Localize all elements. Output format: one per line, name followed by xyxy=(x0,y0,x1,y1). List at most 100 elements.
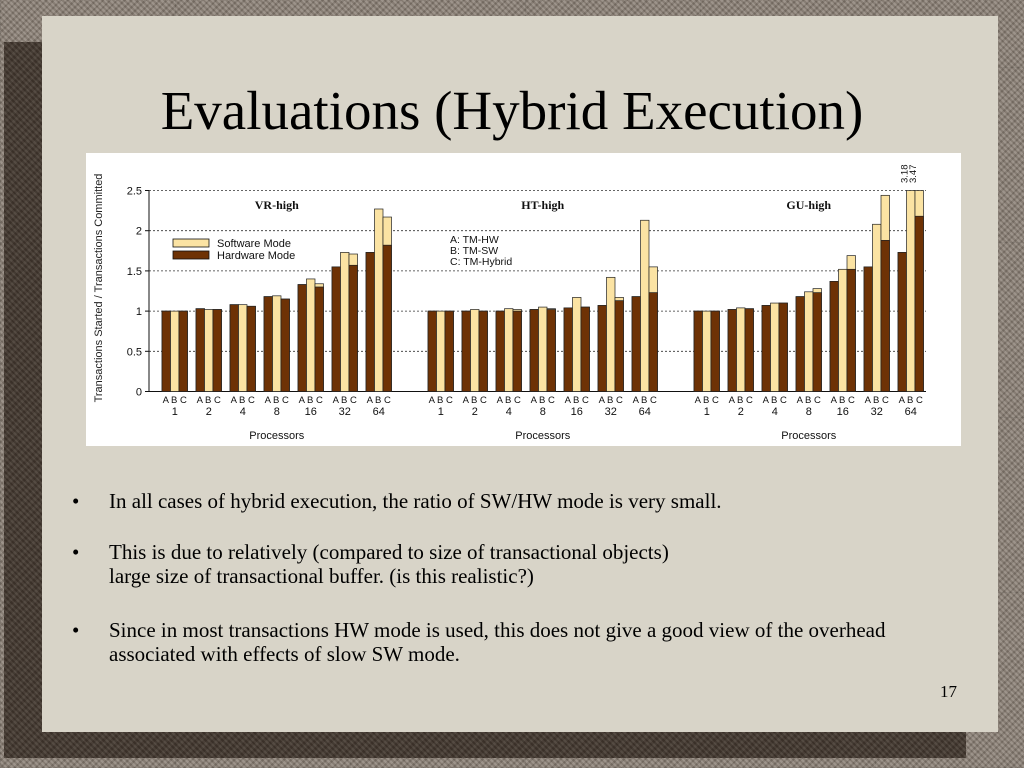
y-tick-label: 1.5 xyxy=(127,266,142,278)
x-tick-label: 8 xyxy=(274,406,280,418)
bar-hardware-mode xyxy=(529,309,539,392)
bar-software-mode xyxy=(606,276,616,392)
bar-hardware-mode xyxy=(331,266,341,392)
bar-hardware-mode xyxy=(314,286,324,392)
bar-software-mode xyxy=(306,278,316,392)
bar-config-labels: A B C xyxy=(429,395,453,406)
bar-config-labels: A B C xyxy=(865,395,889,406)
page-number: 17 xyxy=(940,682,957,701)
bar-hardware-mode xyxy=(914,215,924,392)
bar-hardware-mode xyxy=(246,305,256,392)
bar-config-labels: A B C xyxy=(531,395,555,406)
bar-hardware-mode xyxy=(727,309,737,392)
config-legend: A: TM-HW B: TM-SW C: TM-Hybrid xyxy=(450,234,512,268)
y-tick-label: 2 xyxy=(136,226,142,238)
bar-hardware-mode xyxy=(427,310,437,392)
bar-config-labels: A B C xyxy=(463,395,487,406)
config-legend-c: C: TM-Hybrid xyxy=(450,256,512,268)
bar-hardware-mode xyxy=(631,296,641,392)
x-tick-label: 64 xyxy=(639,406,651,418)
bar-hardware-mode xyxy=(812,292,822,392)
bar-hardware-mode xyxy=(648,292,658,392)
bullet-item: In all cases of hybrid execution, the ra… xyxy=(72,489,972,513)
bar-hardware-mode xyxy=(778,302,788,392)
y-tick-label: 1 xyxy=(136,306,142,318)
x-tick-label: 32 xyxy=(605,406,617,418)
y-tick-label: 2.5 xyxy=(127,186,142,198)
bar-config-labels: A B C xyxy=(695,395,719,406)
bar-hardware-mode xyxy=(229,304,239,392)
bar-software-mode xyxy=(736,307,746,392)
legend-swatch-software xyxy=(172,238,210,248)
bar-software-mode xyxy=(272,295,282,392)
x-tick-label: 4 xyxy=(240,406,246,418)
x-tick-label: 64 xyxy=(905,406,917,418)
bar-hardware-mode xyxy=(693,310,703,392)
bar-hardware-mode xyxy=(461,310,471,392)
bar-hardware-mode xyxy=(795,296,805,392)
bar-hardware-mode xyxy=(195,308,205,392)
bar-hardware-mode xyxy=(744,308,754,392)
x-tick-label: 8 xyxy=(540,406,546,418)
bullet-item: This is due to relatively (compared to s… xyxy=(72,540,972,588)
bar-config-labels: A B C xyxy=(333,395,357,406)
bar-hardware-mode xyxy=(563,307,573,392)
bar-config-labels: A B C xyxy=(163,395,187,406)
legend-label-hardware: Hardware Mode xyxy=(217,250,295,262)
bar-software-mode xyxy=(804,291,814,392)
bar-software-mode xyxy=(702,310,712,392)
x-tick-label: 2 xyxy=(738,406,744,418)
bar-software-mode xyxy=(770,302,780,392)
bar-config-labels: A B C xyxy=(729,395,753,406)
bar-software-mode xyxy=(436,310,446,392)
bar-hardware-mode xyxy=(212,309,222,392)
x-axis-label: Processors xyxy=(781,430,837,442)
bar-software-mode xyxy=(204,309,214,392)
legend-swatch-hardware xyxy=(172,250,210,260)
bar-software-mode xyxy=(470,309,480,392)
bar-software-mode xyxy=(572,297,582,392)
bar-hardware-mode xyxy=(365,252,375,392)
bar-hardware-mode xyxy=(710,310,720,392)
bar-hardware-mode xyxy=(297,284,307,392)
x-tick-label: 16 xyxy=(837,406,849,418)
bar-hardware-mode xyxy=(546,309,556,392)
bar-hardware-mode xyxy=(846,268,856,392)
bar-software-mode xyxy=(640,219,650,392)
x-tick-label: 2 xyxy=(472,406,478,418)
bar-config-labels: A B C xyxy=(831,395,855,406)
x-tick-label: 1 xyxy=(438,406,444,418)
x-tick-label: 4 xyxy=(772,406,778,418)
x-tick-label: 16 xyxy=(571,406,583,418)
x-tick-label: 64 xyxy=(373,406,385,418)
y-tick-label: 0.5 xyxy=(127,346,142,358)
bar-hardware-mode xyxy=(263,296,273,392)
overflow-value-label: 3.47 xyxy=(908,165,919,184)
bar-config-labels: A B C xyxy=(367,395,391,406)
bar-software-mode xyxy=(838,268,848,392)
bar-hardware-mode xyxy=(614,300,624,392)
bar-hardware-mode xyxy=(863,266,873,392)
x-tick-label: 1 xyxy=(172,406,178,418)
bar-config-labels: A B C xyxy=(265,395,289,406)
bar-hardware-mode xyxy=(444,310,454,392)
bullet-item: Since in most transactions HW mode is us… xyxy=(72,618,972,666)
legend-label-software: Software Mode xyxy=(217,238,291,250)
x-tick-label: 4 xyxy=(506,406,512,418)
slide-title: Evaluations (Hybrid Execution) xyxy=(160,80,864,141)
y-tick-label: 0 xyxy=(136,387,142,399)
config-legend-b: B: TM-SW xyxy=(450,245,498,257)
x-axis-label: Processors xyxy=(515,430,571,442)
overflow-value-label: 3.18 xyxy=(900,165,911,184)
bar-software-mode xyxy=(872,223,882,392)
bar-hardware-mode xyxy=(348,264,358,392)
bar-hardware-mode xyxy=(761,305,771,392)
y-axis-label: Transactions Started / Transactions Comm… xyxy=(93,174,105,403)
bar-hardware-mode xyxy=(495,310,505,392)
panel-title: VR-high xyxy=(255,198,299,212)
x-tick-label: 16 xyxy=(305,406,317,418)
bar-hardware-mode xyxy=(178,310,188,392)
bar-hardware-mode xyxy=(382,244,392,392)
